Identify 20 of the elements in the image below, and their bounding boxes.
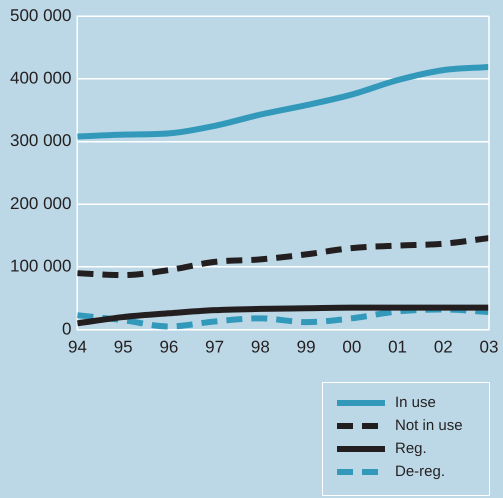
x-tick-label: 02 (434, 337, 453, 356)
y-tick-label: 0 (62, 319, 72, 338)
legend-label: Reg. (395, 440, 427, 457)
legend-label: Not in use (395, 417, 463, 434)
x-tick-label: 00 (342, 337, 362, 356)
y-tick-label: 400 000 (10, 68, 72, 88)
legend-label: De-reg. (395, 463, 446, 480)
legend-label: In use (395, 394, 436, 411)
y-tick-label: 200 000 (10, 194, 72, 213)
y-tick-label: 500 000 (10, 6, 72, 25)
x-tick-label: 99 (296, 337, 316, 356)
y-tick-label: 100 000 (10, 256, 72, 276)
x-tick-label: 01 (388, 337, 408, 356)
x-tick-label: 03 (480, 337, 498, 356)
x-tick-label: 95 (114, 337, 133, 356)
x-tick-label: 96 (159, 337, 178, 356)
y-tick-label: 300 000 (10, 131, 72, 150)
x-tick-label: 97 (205, 337, 224, 356)
x-tick-label: 94 (68, 337, 87, 356)
x-tick-label: 98 (250, 337, 270, 356)
